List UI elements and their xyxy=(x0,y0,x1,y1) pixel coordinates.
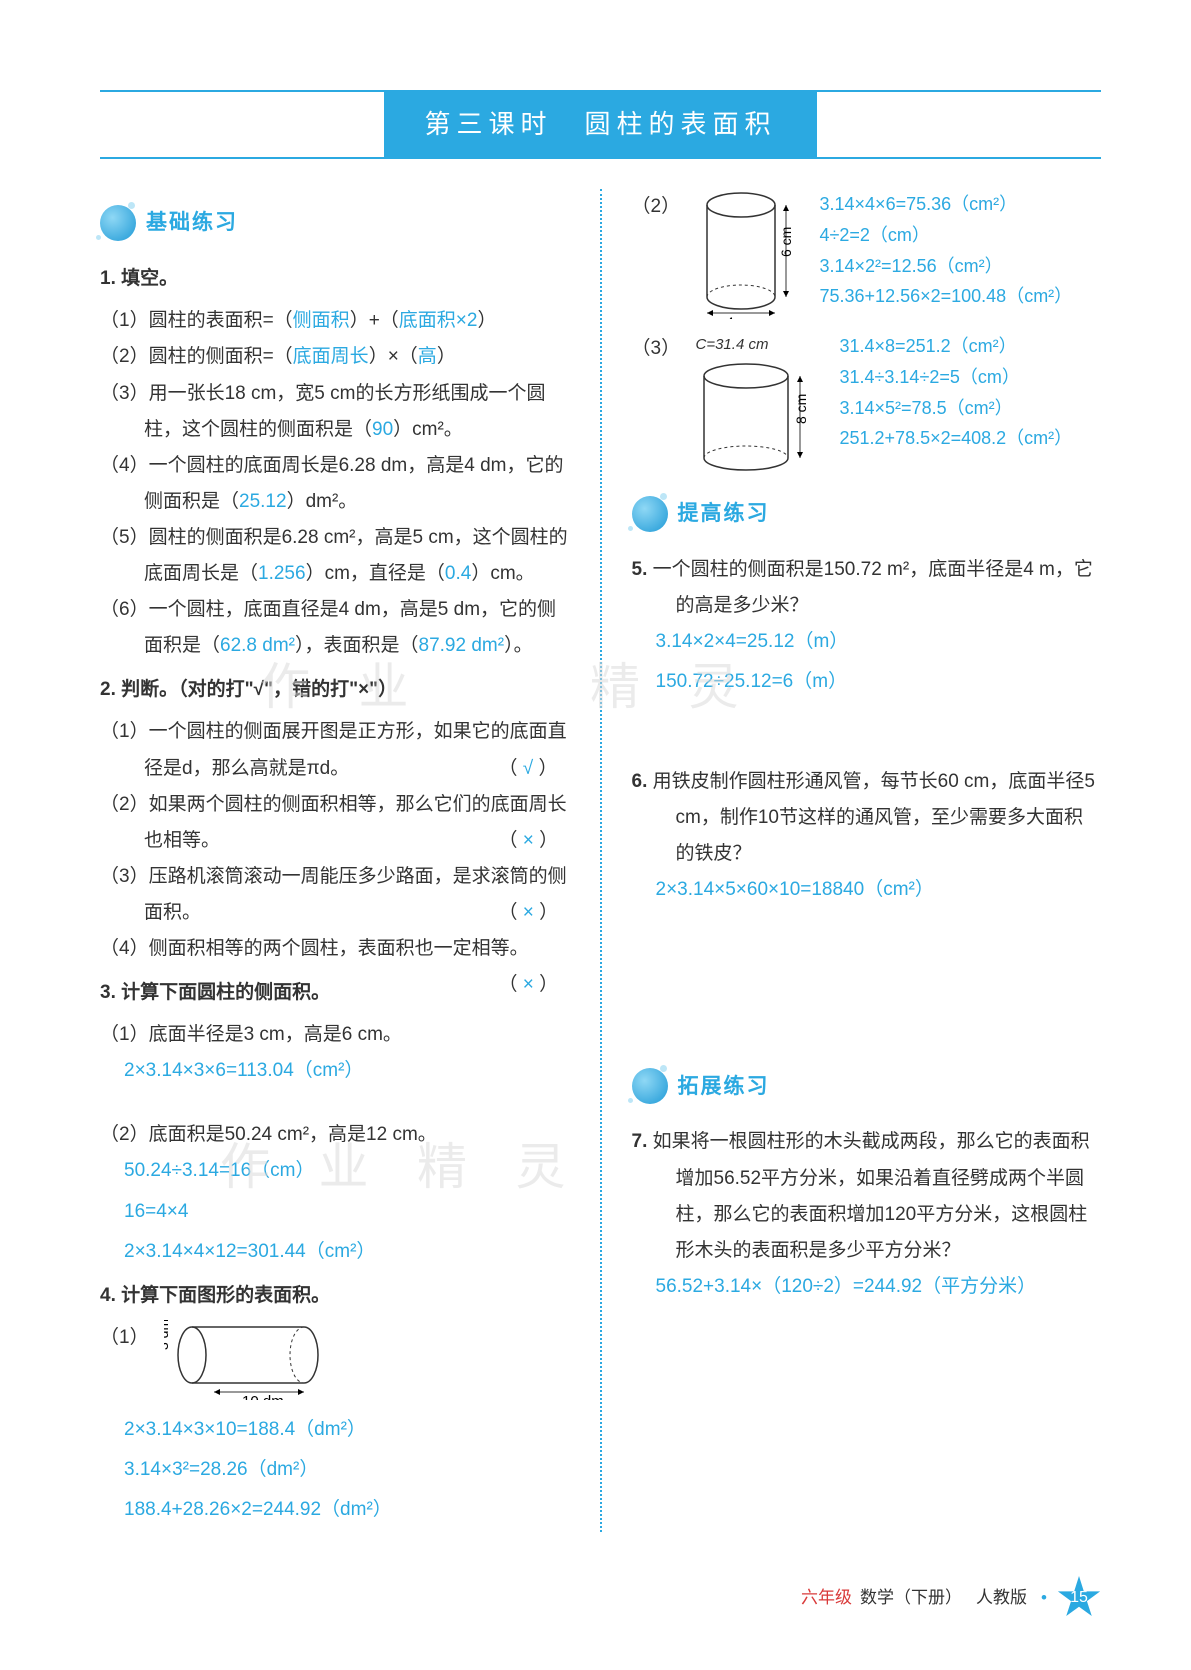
q2-4: （4）侧面积相等的两个圆柱，表面积也一定相等。（ × ） xyxy=(100,931,570,967)
q1-title: 1. 填空。 xyxy=(100,261,570,297)
q7: 7. 如果将一根圆柱形的木头截成两段，那么它的表面积增加56.52平方分米，如果… xyxy=(632,1124,1102,1268)
q1-1: （1）圆柱的表面积=（侧面积）+（底面积×2） xyxy=(100,303,570,339)
footer-grade: 六年级 xyxy=(801,1582,852,1614)
lesson-title-bar: 第三课时 圆柱的表面积 xyxy=(100,90,1101,159)
q4-3-calcs: 31.4×8=251.2（cm²） 31.4÷3.14÷2=5（cm） 3.14… xyxy=(840,331,1073,453)
q4-1-calc-1: 2×3.14×3×10=188.4（dm²） xyxy=(124,1412,570,1448)
svg-text:3 dm: 3 dm xyxy=(164,1320,171,1350)
q5-calc-1: 3.14×2×4=25.12（m） xyxy=(656,624,1102,660)
q3-2-calc-2: 16=4×4 xyxy=(124,1194,570,1230)
svg-text:8 cm: 8 cm xyxy=(793,394,809,424)
footer-edition: 人教版 xyxy=(976,1582,1027,1614)
q1-6: （6）一个圆柱，底面直径是4 dm，高是5 dm，它的侧面积是（62.8 dm²… xyxy=(100,592,570,664)
page-number-star-icon: 15 xyxy=(1057,1576,1101,1620)
q3-2-calc-3: 2×3.14×4×12=301.44（cm²） xyxy=(124,1234,570,1270)
q4-1-calc-2: 3.14×3²=28.26（dm²） xyxy=(124,1452,570,1488)
q6-calc: 2×3.14×5×60×10=18840（cm²） xyxy=(656,872,1102,908)
q4-1-calc-3: 188.4+28.26×2=244.92（dm²） xyxy=(124,1492,570,1528)
q1-4: （4）一个圆柱的底面周长是6.28 dm，高是4 dm，它的侧面积是（25.12… xyxy=(100,448,570,520)
q2-title: 2. 判断。（对的打"√"，错的打"×"） xyxy=(100,672,570,708)
q3-2-label: （2）底面积是50.24 cm²，高是12 cm。 xyxy=(100,1117,570,1153)
q1-2: （2）圆柱的侧面积=（底面周长）×（高） xyxy=(100,339,570,375)
q5-calc-2: 150.72÷25.12=6（m） xyxy=(656,664,1102,700)
q4-fig2: （2） 6 cm 4 cm 3.14×4×6 xyxy=(632,189,1102,319)
q6: 6. 用铁皮制作圆柱形通风管，每节长60 cm，底面半径5 cm，制作10节这样… xyxy=(632,764,1102,872)
section-extend-title: 拓展练习 xyxy=(678,1067,770,1107)
cylinder-horizontal-icon: 3 dm 10 dm xyxy=(164,1320,344,1400)
section-extend: 拓展练习 xyxy=(632,1067,1102,1107)
right-column: （2） 6 cm 4 cm 3.14×4×6 xyxy=(632,189,1102,1532)
svg-text:6 cm: 6 cm xyxy=(778,227,794,257)
section-improve: 提高练习 xyxy=(632,494,1102,534)
q4-fig1: （1） 3 dm 10 dm xyxy=(100,1320,570,1400)
q3-2-calc-1: 50.24÷3.14=16（cm） xyxy=(124,1153,570,1189)
section-basic-title: 基础练习 xyxy=(146,203,238,243)
q5: 5. 5. 一个圆柱的侧面积是150.72 m²，底面半径是4 m，它的高是多少… xyxy=(632,552,1102,624)
svg-text:4 cm: 4 cm xyxy=(726,314,756,319)
q1-5: （5）圆柱的侧面积是6.28 cm²，高是5 cm，这个圆柱的底面周长是（1.2… xyxy=(100,520,570,592)
q2-3: （3）压路机滚筒滚动一周能压多少路面，是求滚筒的侧面积。（ × ） xyxy=(100,859,570,931)
section-improve-title: 提高练习 xyxy=(678,494,770,534)
section-icon xyxy=(632,1068,668,1104)
section-icon xyxy=(632,496,668,532)
section-basic: 基础练习 xyxy=(100,203,570,243)
svg-text:10 dm: 10 dm xyxy=(242,1393,284,1400)
footer-bullet-icon: • xyxy=(1041,1582,1047,1614)
cylinder-vertical-icon: 6 cm 4 cm xyxy=(696,189,806,319)
q3-1-calc: 2×3.14×3×6=113.04（cm²） xyxy=(124,1053,570,1089)
q7-calc: 56.52+3.14×（120÷2）=244.92（平方分米） xyxy=(656,1269,1102,1305)
footer-subject: 数学（下册） xyxy=(860,1582,962,1614)
section-icon xyxy=(100,205,136,241)
q4-fig3: （3） C=31.4 cm 8 cm xyxy=(632,331,1102,480)
q1-3: （3）用一张长18 cm，宽5 cm的长方形纸围成一个圆柱，这个圆柱的侧面积是（… xyxy=(100,376,570,448)
page-footer: 六年级 数学（下册） 人教版 • 15 xyxy=(801,1576,1101,1620)
q4-title: 4. 计算下面图形的表面积。 xyxy=(100,1278,570,1314)
q3-1-label: （1）底面半径是3 cm，高是6 cm。 xyxy=(100,1017,570,1053)
cylinder-vertical2-icon: 8 cm xyxy=(696,360,826,480)
left-column: 基础练习 1. 填空。 （1）圆柱的表面积=（侧面积）+（底面积×2） （2）圆… xyxy=(100,189,570,1532)
q2-2: （2）如果两个圆柱的侧面积相等，那么它们的底面周长也相等。（ × ） xyxy=(100,787,570,859)
q4-2-calcs: 3.14×4×6=75.36（cm²） 4÷2=2（cm） 3.14×2²=12… xyxy=(820,189,1073,311)
q2-1: （1）一个圆柱的侧面展开图是正方形，如果它的底面直径是d，那么高就是πd。（ √… xyxy=(100,714,570,786)
q4-3-c-label: C=31.4 cm xyxy=(696,331,826,360)
lesson-title: 第三课时 圆柱的表面积 xyxy=(384,92,816,157)
